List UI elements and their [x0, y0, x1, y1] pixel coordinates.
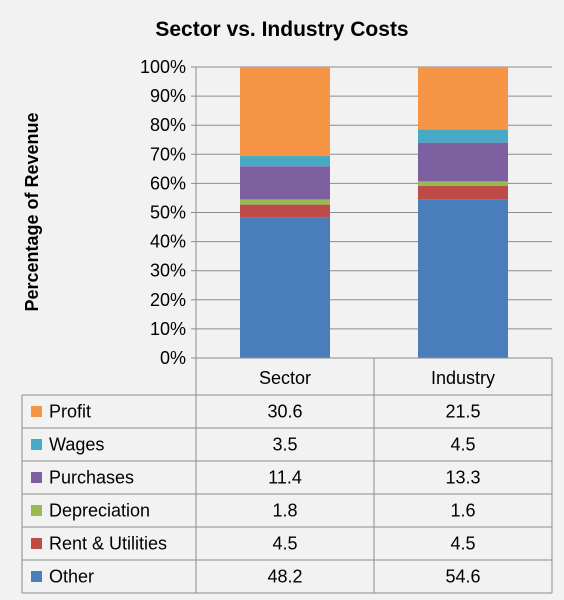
data-label: 4.5: [272, 534, 297, 554]
y-tick-label: 60%: [150, 173, 186, 193]
bar-segment: [240, 199, 330, 205]
legend-entry: Other: [49, 567, 94, 587]
chart-title: Sector vs. Industry Costs: [155, 18, 408, 41]
data-label: 4.5: [450, 534, 475, 554]
legend-swatch: [31, 472, 42, 483]
bar-segment: [418, 186, 508, 200]
bar-segment: [418, 142, 508, 182]
bars: [240, 67, 508, 358]
x-category-label: Industry: [431, 368, 495, 388]
legend-swatch: [31, 439, 42, 450]
data-label: 21.5: [445, 402, 480, 422]
legend-swatch: [31, 538, 42, 549]
bar-segment: [418, 67, 508, 130]
bar-segment: [240, 204, 330, 218]
legend-entry: Purchases: [49, 468, 134, 488]
legend-swatch: [31, 406, 42, 417]
y-tick-label: 0%: [160, 348, 186, 368]
data-label: 11.4: [268, 468, 302, 488]
y-tick-label: 30%: [150, 261, 186, 281]
legend-swatch: [31, 505, 42, 516]
y-tick-label: 90%: [150, 86, 186, 106]
legend-entry: Profit: [49, 402, 91, 422]
bar-segment: [418, 181, 508, 187]
data-label: 1.6: [450, 501, 475, 521]
bar-segment: [418, 199, 508, 358]
y-tick-label: 70%: [150, 144, 186, 164]
data-label: 3.5: [272, 435, 297, 455]
y-tick-label: 100%: [140, 57, 186, 77]
data-label: 30.6: [267, 402, 302, 422]
legend-entry: Depreciation: [49, 501, 150, 521]
y-axis-label: Percentage of Revenue: [22, 112, 42, 311]
data-label: 1.8: [272, 501, 297, 521]
y-tick-label: 10%: [150, 319, 186, 339]
legend-swatch: [31, 571, 42, 582]
bar-segment: [240, 156, 330, 167]
y-tick-label: 40%: [150, 232, 186, 252]
y-tick-label: 80%: [150, 115, 186, 135]
x-category-label: Sector: [259, 368, 311, 388]
data-table: Sector Industry Profit 30.6 21.5 Wages 3.5 4.5 P…: [21, 357, 553, 594]
data-label: 48.2: [267, 567, 302, 587]
bar-segment: [418, 129, 508, 143]
legend-entry: Wages: [49, 435, 104, 455]
legend-entry: Rent & Utilities: [49, 534, 167, 554]
bar-segment: [240, 166, 330, 200]
bar-segment: [240, 67, 330, 157]
y-axis-ticks: 0% 10% 20% 30% 40% 50% 60% 70% 80% 90% 100%: [140, 57, 186, 368]
y-tick-label: 20%: [150, 290, 186, 310]
data-label: 13.3: [445, 468, 480, 488]
bar-segment: [240, 217, 330, 358]
data-label: 54.6: [445, 567, 480, 587]
data-label: 4.5: [450, 435, 475, 455]
y-tick-label: 50%: [150, 203, 186, 223]
